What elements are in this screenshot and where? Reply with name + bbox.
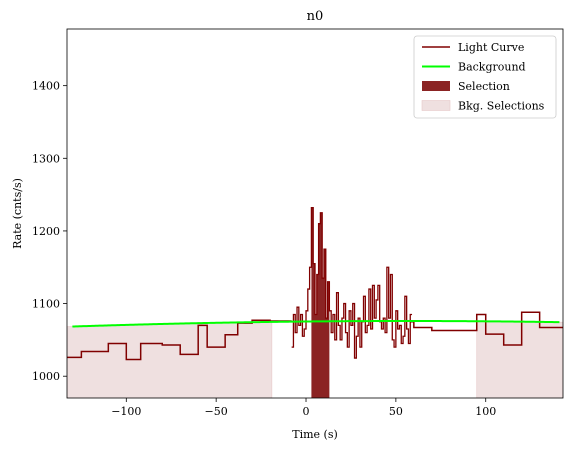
legend-label: Selection xyxy=(458,80,510,93)
x-tick-label: 100 xyxy=(475,405,496,418)
legend-label: Bkg. Selections xyxy=(458,100,545,113)
y-tick-label: 1100 xyxy=(32,298,60,311)
x-tick-label: −50 xyxy=(205,405,228,418)
y-axis: 1000 1100 1200 1300 1400 xyxy=(32,80,67,383)
y-tick-label: 1400 xyxy=(32,80,60,93)
plot-frame xyxy=(66,28,564,399)
bkg-selection-region xyxy=(67,321,273,398)
x-tick-label: 50 xyxy=(389,405,403,418)
plot-area xyxy=(67,207,563,398)
x-tick-label: 0 xyxy=(303,405,310,418)
legend-label: Background xyxy=(458,61,526,74)
x-axis: −100 −50 0 50 100 xyxy=(111,398,496,418)
legend-box xyxy=(413,35,557,119)
chart-title: n0 xyxy=(307,9,324,24)
legend-label: Light Curve xyxy=(458,41,524,54)
y-tick-label: 1000 xyxy=(32,370,60,383)
light-curve-fine xyxy=(291,207,413,359)
y-axis-label: Rate (cnts/s) xyxy=(11,178,24,249)
x-axis-label: Time (s) xyxy=(292,428,338,441)
x-tick-label: −100 xyxy=(111,405,141,418)
selection-region xyxy=(311,207,330,398)
legend-swatch xyxy=(421,100,451,111)
legend-swatch xyxy=(422,81,450,91)
y-tick-label: 1300 xyxy=(32,152,60,165)
bkg-selection-region xyxy=(476,320,563,398)
legend: Light Curve Background Selection Bkg. Selec… xyxy=(413,35,557,119)
background-curve xyxy=(72,320,560,328)
y-tick-label: 1200 xyxy=(32,225,60,238)
light-curve-right xyxy=(410,311,563,346)
